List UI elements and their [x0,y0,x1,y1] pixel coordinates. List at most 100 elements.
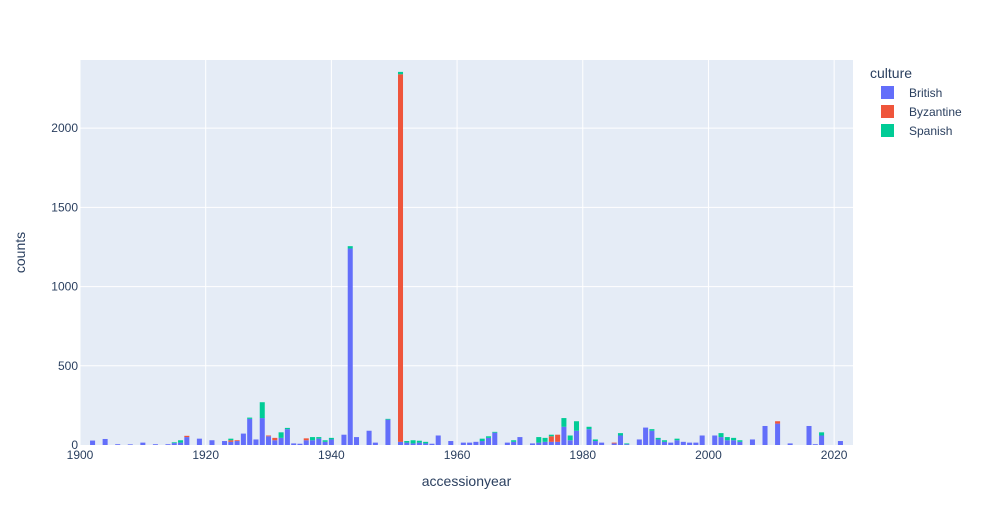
bar-spanish-1969[interactable] [511,440,517,442]
bar-british-2001[interactable] [712,435,718,445]
bar-british-1946[interactable] [366,430,372,445]
bar-spanish-2018[interactable] [819,432,825,436]
bar-british-1929[interactable] [259,418,265,445]
bar-british-1974[interactable] [542,441,548,445]
bar-spanish-1924[interactable] [228,438,234,441]
bar-british-2021[interactable] [837,441,843,445]
bar-spanish-1995[interactable] [674,438,680,441]
bar-british-1995[interactable] [674,440,680,445]
bar-british-2017[interactable] [812,444,818,445]
bar-british-1934[interactable] [291,443,297,445]
bar-british-1982[interactable] [592,441,598,445]
bar-spanish-1937[interactable] [310,437,316,441]
bar-british-1977[interactable] [561,426,567,445]
bar-british-1969[interactable] [511,441,517,445]
bar-spanish-1932[interactable] [278,432,284,438]
bar-british-1937[interactable] [310,440,316,445]
bar-spanish-1966[interactable] [492,431,498,433]
bar-british-1981[interactable] [586,429,592,445]
bar-british-1923[interactable] [222,441,228,445]
bar-spanish-1964[interactable] [479,438,485,442]
bar-british-1912[interactable] [152,444,158,445]
bar-british-1904[interactable] [102,438,108,445]
bar-british-1953[interactable] [410,443,416,445]
bar-british-2009[interactable] [762,425,768,445]
bar-spanish-1965[interactable] [485,436,492,438]
bar-british-1952[interactable] [404,442,410,445]
bar-british-1955[interactable] [423,443,429,445]
bar-british-1998[interactable] [693,442,699,445]
bar-spanish-1939[interactable] [322,440,328,442]
bar-british-1963[interactable] [473,441,479,445]
bar-british-1965[interactable] [485,437,492,445]
bar-byzantine-1976[interactable] [555,434,561,442]
legend-item-british[interactable]: British [881,86,942,100]
bar-byzantine-2011[interactable] [775,421,781,424]
bar-spanish-1927[interactable] [247,417,253,419]
bar-spanish-1975[interactable] [548,434,554,437]
bar-spanish-1951[interactable] [397,71,404,75]
bar-british-1989[interactable] [636,439,642,445]
bar-british-1910[interactable] [140,442,146,445]
bar-spanish-1916[interactable] [178,440,184,443]
bar-british-1999[interactable] [699,435,705,445]
bar-british-1997[interactable] [687,442,693,445]
bar-spanish-1915[interactable] [171,442,177,444]
bar-british-1966[interactable] [492,432,498,445]
bar-british-1942[interactable] [341,434,347,445]
bar-british-1985[interactable] [611,443,617,445]
bar-british-1932[interactable] [278,437,284,445]
bar-byzantine-1936[interactable] [303,438,309,441]
bar-british-1935[interactable] [297,443,303,445]
bar-spanish-1952[interactable] [404,441,410,443]
bar-british-2011[interactable] [775,423,781,445]
bar-british-1951[interactable] [397,441,404,445]
bar-british-2007[interactable] [749,439,755,445]
bar-byzantine-1975[interactable] [548,436,554,442]
bar-british-1949[interactable] [385,419,391,445]
bar-spanish-1974[interactable] [542,437,548,442]
bar-british-1956[interactable] [429,443,435,445]
bar-british-1924[interactable] [228,441,234,445]
bar-spanish-1973[interactable] [536,437,542,443]
bar-spanish-1933[interactable] [284,427,290,430]
bar-british-1996[interactable] [680,441,686,445]
bar-british-1992[interactable] [655,439,661,445]
bar-spanish-2002[interactable] [718,433,724,438]
bar-british-2003[interactable] [724,440,730,445]
bar-spanish-1978[interactable] [567,435,573,441]
bar-british-1968[interactable] [504,442,510,445]
bar-british-1914[interactable] [165,444,171,445]
bar-british-1940[interactable] [328,439,334,445]
bar-british-1925[interactable] [234,441,240,445]
bar-british-1928[interactable] [253,439,259,445]
bar-british-1978[interactable] [567,440,573,445]
bar-spanish-1991[interactable] [649,429,655,431]
bar-british-1957[interactable] [435,435,441,445]
bar-british-1906[interactable] [115,444,121,445]
bar-british-1994[interactable] [668,442,674,445]
bar-british-1972[interactable] [529,443,536,445]
bar-british-1962[interactable] [467,442,473,445]
bar-british-1915[interactable] [171,443,177,445]
bar-british-2004[interactable] [731,440,737,445]
bar-spanish-1982[interactable] [592,439,598,442]
bar-spanish-2004[interactable] [731,437,737,441]
bar-byzantine-1917[interactable] [184,435,190,438]
bar-spanish-1954[interactable] [416,440,422,443]
bar-british-1944[interactable] [354,437,360,445]
bar-byzantine-1951[interactable] [397,74,404,442]
bar-british-1961[interactable] [460,442,466,445]
bar-british-1990[interactable] [643,427,649,445]
bar-british-1964[interactable] [479,441,485,445]
bar-british-1987[interactable] [624,444,630,445]
legend-item-spanish[interactable]: Spanish [881,124,952,138]
bar-british-1921[interactable] [209,440,215,445]
bar-british-1917[interactable] [184,437,190,445]
bar-spanish-1981[interactable] [586,426,592,430]
bar-spanish-1943[interactable] [347,246,353,249]
bar-byzantine-1924[interactable] [228,440,234,442]
bar-british-1954[interactable] [416,442,422,445]
bar-spanish-1986[interactable] [617,433,623,436]
bar-british-1979[interactable] [573,430,579,445]
